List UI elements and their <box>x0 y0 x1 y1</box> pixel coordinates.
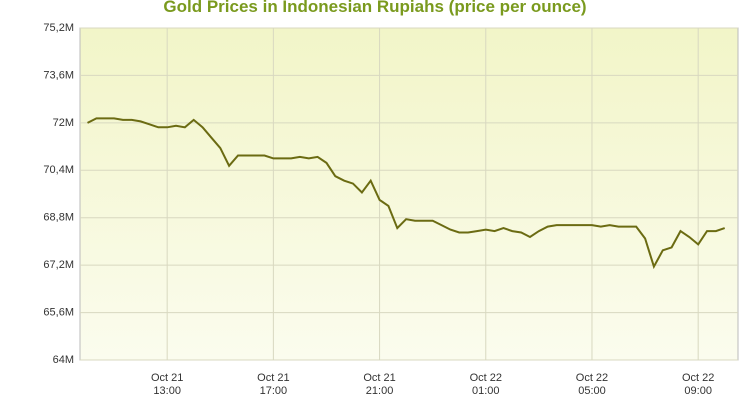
x-tick-label: Oct 21 13:00 <box>150 372 184 397</box>
y-tick-label: 75,2M <box>43 22 74 34</box>
chart-title: Gold Prices in Indonesian Rupiahs (price… <box>163 0 587 16</box>
x-tick-label: Oct 21 21:00 <box>363 372 396 397</box>
y-tick-label: 70,4M <box>43 164 74 176</box>
x-tick-label: Oct 22 09:00 <box>681 372 715 397</box>
y-tick-label: 64M <box>53 354 74 366</box>
y-tick-label: 65,6M <box>43 306 74 318</box>
plot-area <box>79 27 739 361</box>
y-tick-label: 67,2M <box>43 259 74 271</box>
x-tick-label: Oct 21 17:00 <box>257 372 290 397</box>
price-line <box>87 117 726 270</box>
y-tick-label: 73,6M <box>43 69 74 81</box>
x-tick-label: Oct 22 05:00 <box>575 372 609 397</box>
x-tick-label: Oct 22 01:00 <box>469 372 502 397</box>
y-tick-label: 68,8M <box>43 212 74 224</box>
y-tick-label: 72M <box>53 117 74 129</box>
